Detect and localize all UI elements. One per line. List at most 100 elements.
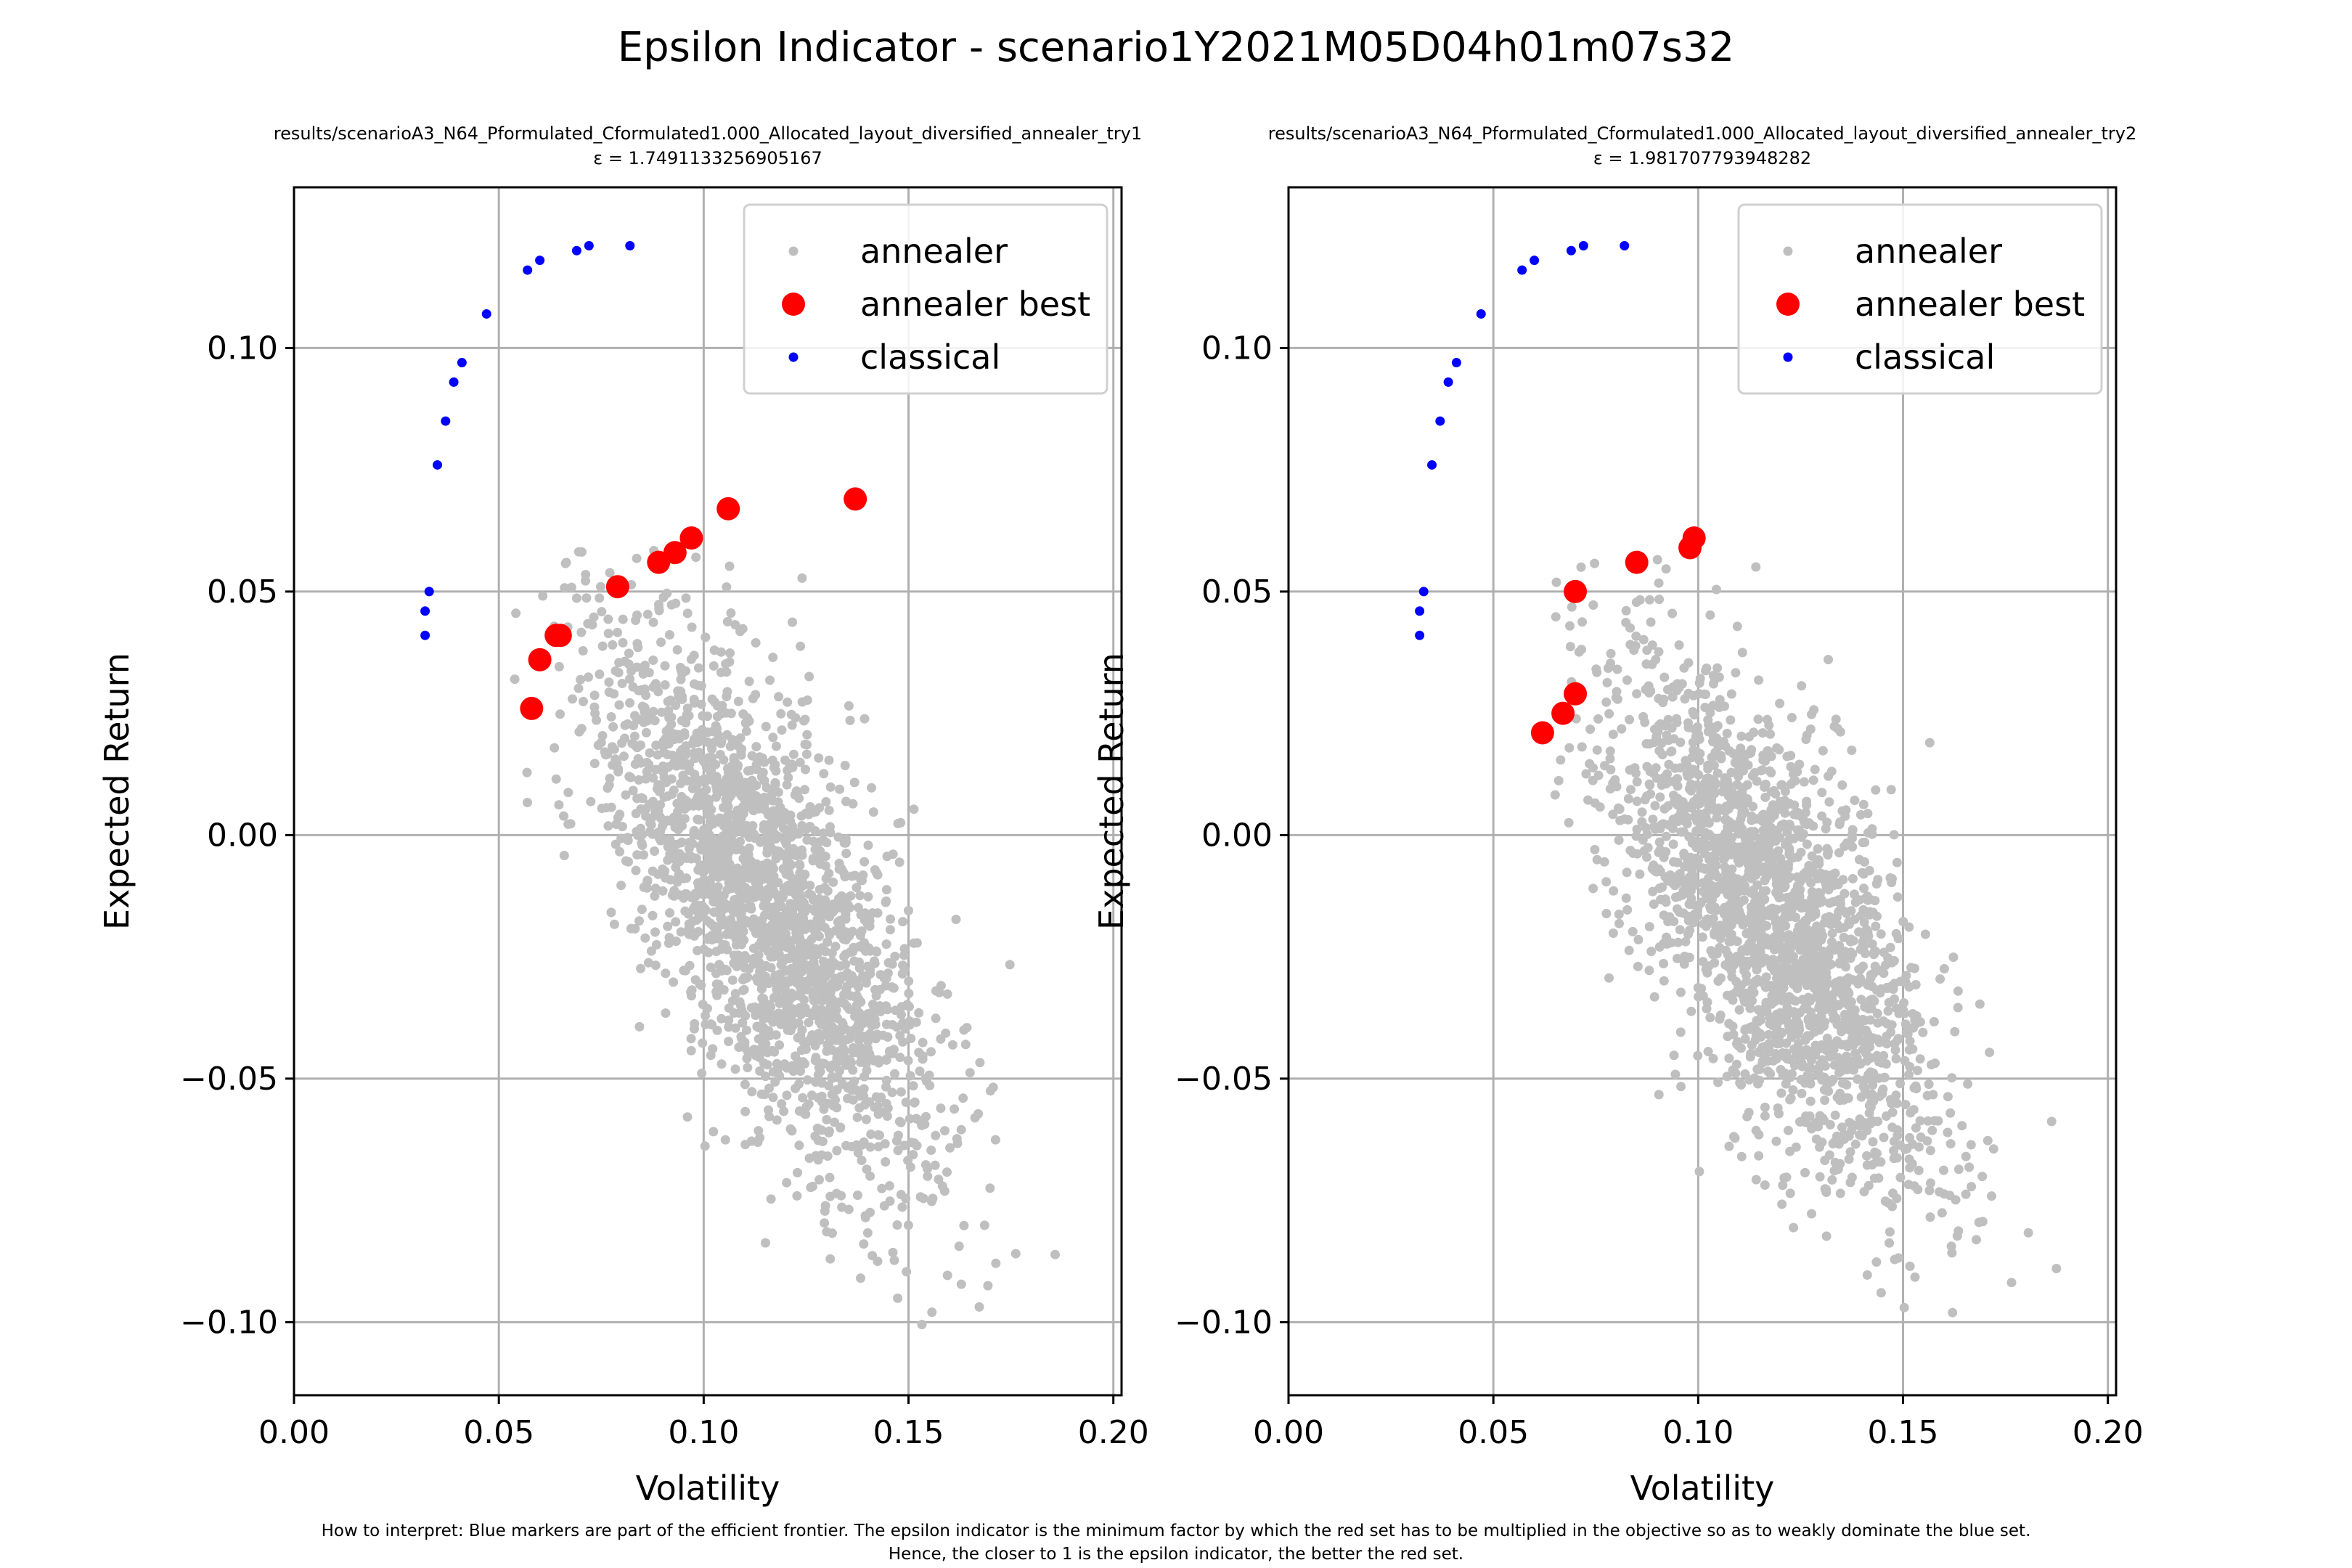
- annealer-point: [1953, 1164, 1964, 1175]
- annealer-point: [738, 624, 748, 634]
- annealer-point: [740, 882, 750, 892]
- annealer-point: [681, 750, 691, 759]
- classical-point: [625, 241, 635, 251]
- annealer-point: [1743, 760, 1753, 770]
- annealer-point: [719, 755, 729, 765]
- classical-point: [457, 358, 467, 368]
- annealer-point: [680, 965, 690, 976]
- annealer-point: [1824, 655, 1833, 665]
- annealer-point: [1741, 918, 1751, 928]
- annealer-point: [1647, 640, 1657, 650]
- annealer-point: [685, 837, 695, 847]
- annealer-point: [804, 950, 813, 960]
- annealer-point: [1866, 973, 1876, 983]
- annealer-point: [802, 730, 812, 740]
- annealer-point: [1862, 1151, 1871, 1161]
- annealer-point: [1765, 766, 1775, 776]
- annealer-point: [898, 917, 908, 927]
- annealer-point: [751, 638, 761, 648]
- annealer-point: [699, 944, 709, 955]
- annealer-point: [603, 629, 613, 639]
- annealer-point: [837, 865, 847, 875]
- annealer-point: [1784, 931, 1794, 942]
- annealer-point: [1775, 1016, 1785, 1026]
- classical-point: [481, 309, 491, 319]
- annealer-point: [1804, 1072, 1814, 1082]
- legend-marker: [788, 246, 799, 256]
- annealer-point: [1977, 1172, 1988, 1182]
- annealer-point: [770, 779, 780, 789]
- annealer-point: [1774, 1108, 1784, 1119]
- annealer-point: [1829, 1060, 1839, 1070]
- annealer-point: [1667, 608, 1678, 618]
- annealer-point: [811, 1053, 821, 1063]
- annealer-best-point: [1564, 682, 1588, 706]
- annealer-point: [793, 946, 804, 956]
- annealer-point: [1659, 910, 1669, 920]
- annealer-point: [974, 1302, 984, 1312]
- annealer-point: [1807, 887, 1817, 897]
- annealer-point: [597, 607, 607, 617]
- annealer-point: [709, 1127, 719, 1137]
- annealer-point: [1694, 734, 1704, 744]
- y-tick-label: 0.05: [207, 573, 278, 611]
- annealer-point: [1818, 746, 1828, 756]
- x-axis-label: Volatility: [636, 1469, 780, 1508]
- annealer-point: [1605, 754, 1615, 764]
- annealer-point: [744, 677, 754, 687]
- annealer-point: [1673, 774, 1683, 784]
- annealer-point: [795, 757, 805, 767]
- y-tick-label: 0.00: [207, 817, 278, 854]
- annealer-point: [821, 797, 831, 807]
- annealer-point: [1793, 1029, 1803, 1040]
- annealer-point: [609, 689, 619, 699]
- annealer-point: [751, 759, 761, 769]
- annealer-point: [1754, 1151, 1764, 1161]
- annealer-point: [665, 630, 674, 640]
- annealer-point: [793, 829, 804, 839]
- annealer-point: [862, 1228, 873, 1238]
- annealer-point: [1701, 666, 1710, 676]
- x-tick-label: 0.15: [1868, 1414, 1939, 1451]
- annealer-point: [617, 679, 627, 688]
- annealer-point: [510, 674, 520, 685]
- annealer-point: [1667, 746, 1677, 756]
- annealer-point: [648, 617, 658, 627]
- annealer-point: [1898, 917, 1908, 926]
- annealer-point: [805, 802, 815, 812]
- annealer-point: [1880, 1196, 1890, 1206]
- annealer-point: [658, 592, 669, 603]
- annealer-point: [643, 957, 653, 968]
- annealer-point: [648, 866, 658, 876]
- annealer-point: [793, 923, 804, 933]
- annealer-point: [1669, 857, 1678, 867]
- annealer-point: [890, 952, 900, 961]
- annealer-point: [1577, 742, 1587, 752]
- annealer-point: [682, 608, 693, 618]
- annealer-point: [813, 1155, 823, 1165]
- annealer-point: [1861, 1048, 1871, 1058]
- annealer-point: [722, 929, 732, 939]
- annealer-point: [579, 696, 588, 706]
- annealer-point: [1654, 883, 1665, 894]
- annealer-point: [832, 1146, 842, 1156]
- annealer-point: [909, 938, 919, 948]
- annealer-point: [2051, 1264, 2062, 1273]
- annealer-point: [755, 1132, 765, 1143]
- annealer-point: [724, 561, 735, 571]
- annealer-point: [1732, 621, 1742, 632]
- annealer-point: [1707, 752, 1717, 762]
- annealer-point: [811, 1004, 821, 1014]
- annealer-point: [832, 1103, 842, 1113]
- annealer-point: [1740, 1034, 1750, 1044]
- annealer-point: [796, 641, 806, 651]
- annealer-point: [841, 1060, 851, 1070]
- annealer-point: [1796, 847, 1806, 857]
- annealer-point: [1654, 746, 1665, 756]
- classical-points: [1415, 241, 1630, 640]
- annealer-point: [904, 989, 914, 998]
- annealer-point: [596, 581, 605, 592]
- annealer-point: [634, 685, 645, 695]
- annealer-point: [1821, 995, 1831, 1005]
- annealer-point: [681, 593, 691, 603]
